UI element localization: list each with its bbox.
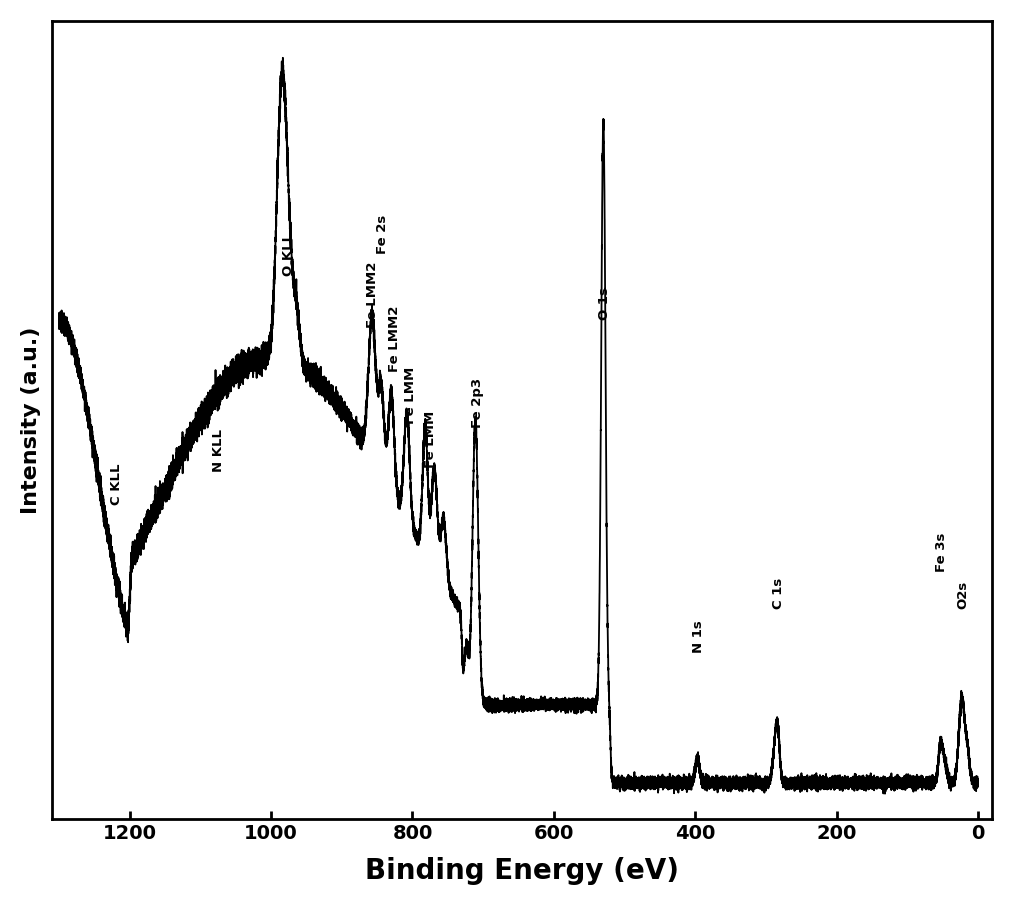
Text: O2s: O2s — [956, 581, 969, 609]
Text: Fe 2s: Fe 2s — [376, 215, 389, 254]
X-axis label: Binding Energy (eV): Binding Energy (eV) — [365, 857, 679, 885]
Text: O KLL: O KLL — [283, 233, 295, 276]
Y-axis label: Intensity (a.u.): Intensity (a.u.) — [21, 326, 41, 514]
Text: N KLL: N KLL — [212, 429, 225, 472]
Text: Fe 2p3: Fe 2p3 — [471, 378, 484, 428]
Text: Fe LMM2: Fe LMM2 — [367, 261, 380, 328]
Text: Fe 3s: Fe 3s — [935, 533, 948, 572]
Text: C 1s: C 1s — [772, 577, 785, 609]
Text: Fe LMM2: Fe LMM2 — [388, 305, 400, 372]
Text: Fe LMM: Fe LMM — [404, 367, 417, 424]
Text: Fe LMM: Fe LMM — [423, 411, 437, 468]
Text: C KLL: C KLL — [110, 464, 124, 506]
Text: N 1s: N 1s — [692, 621, 705, 653]
Text: O 1s: O 1s — [599, 287, 611, 321]
